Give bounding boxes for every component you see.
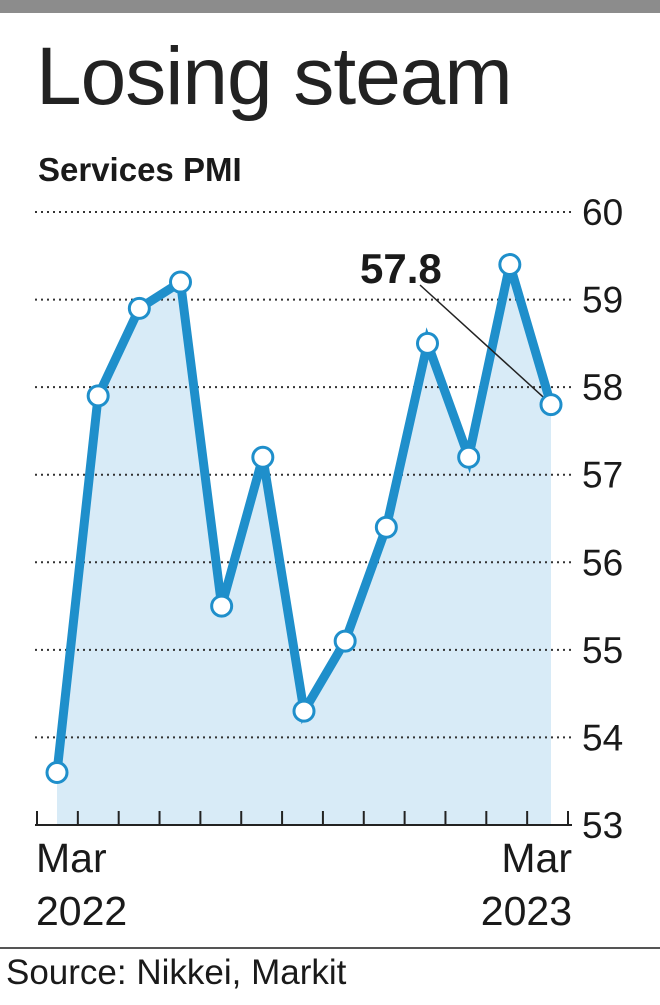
x-tick-label: Mar	[36, 835, 107, 881]
source-note: Source: Nikkei, Markit	[6, 953, 347, 992]
y-tick-label: 56	[582, 542, 623, 583]
chart-subtitle: Services PMI	[38, 151, 242, 188]
data-point	[251, 445, 275, 469]
data-point	[127, 296, 151, 320]
data-point	[210, 594, 234, 618]
y-tick-label: 57	[582, 455, 623, 496]
data-point	[374, 515, 398, 539]
chart-title: Losing steam	[36, 31, 513, 122]
top-bar	[0, 0, 660, 13]
y-tick-label: 53	[582, 805, 623, 846]
data-point	[539, 393, 563, 417]
x-tick-label: 2022	[36, 888, 127, 934]
data-point	[457, 445, 481, 469]
data-point	[86, 384, 110, 408]
data-point	[45, 760, 69, 784]
y-tick-label: 60	[582, 192, 623, 233]
data-point	[169, 270, 192, 294]
y-tick-label: 55	[582, 630, 623, 671]
y-tick-label: 58	[582, 367, 623, 408]
data-point	[292, 699, 316, 723]
y-tick-label: 59	[582, 280, 623, 321]
annotation-leader	[419, 284, 546, 400]
y-tick-label: 54	[582, 717, 623, 758]
pmi-chart: 53 54 55 56 57 58 59 60 Mar 2022 Mar 2023 57.8	[35, 192, 623, 934]
x-tick-label: 2023	[481, 888, 572, 934]
annotation-label: 57.8	[360, 245, 442, 292]
area-fill	[57, 264, 551, 825]
data-point	[416, 331, 439, 355]
data-point	[498, 253, 522, 277]
bottom-rule	[0, 947, 660, 949]
data-point	[333, 629, 357, 653]
x-tick-label: Mar	[501, 835, 572, 881]
